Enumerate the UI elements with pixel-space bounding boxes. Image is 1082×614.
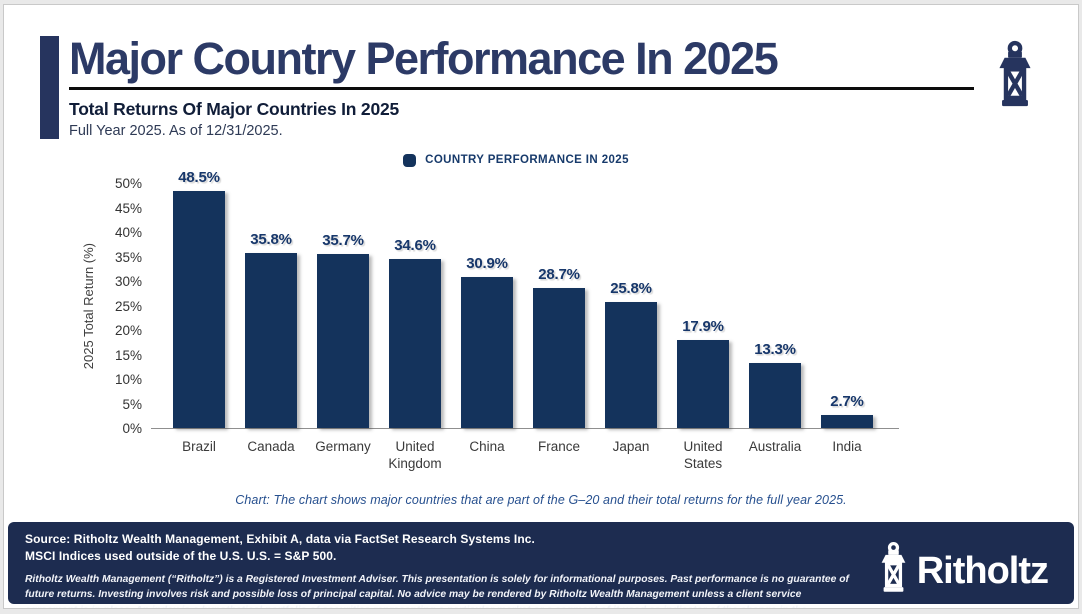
bar bbox=[605, 301, 657, 428]
brand-logo: Ritholtz bbox=[879, 541, 1049, 600]
y-tick-label: 10% bbox=[114, 372, 142, 388]
title-accent-bar bbox=[40, 36, 59, 139]
legend-swatch bbox=[403, 153, 417, 167]
brand-name: Ritholtz bbox=[916, 549, 1049, 592]
page-title: Major Country Performance In 2025 bbox=[69, 35, 974, 90]
bar bbox=[461, 277, 513, 428]
bar bbox=[317, 253, 369, 428]
y-tick-label: 40% bbox=[114, 225, 142, 241]
bar bbox=[389, 258, 441, 428]
plot-area: 48.5% 35.8% 35.7% 34.6% 30.9% 28.7% 25.8% 17.9%… bbox=[151, 169, 899, 429]
lantern-icon bbox=[879, 541, 908, 600]
x-axis-labels: Brazil Canada Germany United Kingdom China Fr… bbox=[151, 438, 1078, 473]
bar-value-label: 30.9% bbox=[466, 255, 508, 273]
bar-chart: 2025 Total Return (%) 0% 5% 10% 15% 20% 25% 30… bbox=[76, 169, 1078, 435]
x-axis-category-label: Australia bbox=[748, 438, 802, 454]
disclaimer-text: Ritholtz Wealth Management (“Ritholtz”) … bbox=[25, 573, 849, 608]
bar-value-label: 35.8% bbox=[250, 231, 292, 249]
y-tick-label: 5% bbox=[122, 396, 142, 412]
y-axis-title: 2025 Total Return (%) bbox=[80, 243, 96, 370]
page-subtitle: Total Returns Of Major Countries In 2025 bbox=[69, 98, 400, 119]
x-axis-category-label: India bbox=[832, 438, 862, 454]
bar bbox=[821, 414, 873, 428]
bar-cell: 35.7% bbox=[317, 184, 369, 428]
header: Major Country Performance In 2025 Total … bbox=[4, 5, 1078, 139]
source-line-2: MSCI Indices used outside of the U.S. U.… bbox=[25, 549, 337, 564]
y-tick-label: 45% bbox=[114, 200, 142, 216]
x-axis-category-label: United Kingdom bbox=[388, 438, 442, 472]
bar bbox=[245, 253, 297, 428]
bar-value-label: 35.7% bbox=[322, 231, 364, 249]
y-tick-label: 35% bbox=[114, 249, 142, 265]
bar bbox=[533, 287, 585, 428]
x-axis-category-label: Brazil bbox=[182, 438, 216, 454]
bar-cell: 48.5% bbox=[173, 169, 225, 428]
bar-cell: 13.3% bbox=[749, 184, 801, 428]
infographic-card: Major Country Performance In 2025 Total … bbox=[3, 4, 1079, 609]
x-axis-category-label: Japan bbox=[612, 438, 650, 454]
x-axis-category-label: Germany bbox=[315, 438, 371, 454]
x-axis-category-label: China bbox=[469, 438, 505, 454]
bar-cell: 30.9% bbox=[461, 184, 513, 428]
bar-cell: 25.8% bbox=[605, 184, 657, 428]
y-tick-label: 15% bbox=[114, 347, 142, 363]
y-tick-label: 0% bbox=[122, 421, 142, 437]
bar-value-label: 17.9% bbox=[682, 318, 724, 336]
bar-value-label: 34.6% bbox=[394, 236, 436, 254]
x-axis-category-label: Canada bbox=[247, 438, 295, 454]
y-tick-label: 30% bbox=[114, 274, 142, 290]
bar-cell: 35.8% bbox=[245, 184, 297, 428]
bar-value-label: 2.7% bbox=[830, 392, 864, 410]
y-tick-label: 20% bbox=[114, 323, 142, 339]
lantern-icon bbox=[996, 36, 1034, 139]
footer: Source: Ritholtz Wealth Management, Exhi… bbox=[8, 522, 1074, 608]
bar-value-label: 25.8% bbox=[610, 279, 652, 297]
bar-cell: 2.7% bbox=[821, 184, 873, 428]
bar-cell: 28.7% bbox=[533, 184, 585, 428]
legend-label: COUNTRY PERFORMANCE IN 2025 bbox=[425, 154, 629, 167]
bar-value-label: 28.7% bbox=[538, 265, 580, 283]
bar-value-label: 48.5% bbox=[178, 169, 220, 187]
page-date-note: Full Year 2025. As of 12/31/2025. bbox=[69, 122, 283, 139]
bar bbox=[677, 340, 729, 428]
y-axis-title-wrap: 2025 Total Return (%) bbox=[76, 184, 100, 429]
y-tick-label: 50% bbox=[114, 176, 142, 192]
chart-caption: Chart: The chart shows major countries t… bbox=[235, 492, 847, 507]
x-axis-category-label: United States bbox=[683, 438, 723, 472]
y-axis-ticks: 0% 5% 10% 15% 20% 25% 30% 35% 40% 45% 50% bbox=[100, 177, 142, 435]
x-axis-category-label: France bbox=[537, 438, 581, 454]
source-line-1: Source: Ritholtz Wealth Management, Exhi… bbox=[25, 532, 535, 546]
bar-cell: 17.9% bbox=[677, 184, 729, 428]
bar-cell: 34.6% bbox=[389, 184, 441, 428]
bar bbox=[173, 191, 225, 428]
chart-legend: COUNTRY PERFORMANCE IN 2025 bbox=[4, 153, 1053, 167]
y-tick-label: 25% bbox=[114, 298, 142, 314]
bar bbox=[749, 362, 801, 428]
title-block: Major Country Performance In 2025 Total … bbox=[69, 35, 974, 139]
bar-value-label: 13.3% bbox=[754, 340, 796, 358]
